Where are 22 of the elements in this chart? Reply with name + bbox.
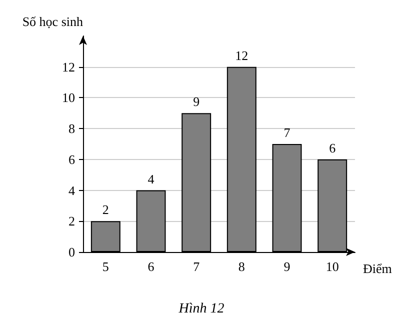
x-tick-label: 5 — [102, 259, 109, 274]
x-tick-label: 10 — [326, 259, 339, 274]
x-axis-title: Điểm — [363, 261, 392, 276]
x-tick-label: 7 — [193, 259, 200, 274]
y-axis-title: Số học sinh — [22, 14, 84, 29]
data-label: 7 — [284, 125, 291, 140]
data-label: 4 — [148, 171, 155, 186]
y-tick-label: 0 — [68, 244, 75, 260]
x-tick-label: 8 — [238, 259, 245, 274]
y-tick-label: 4 — [68, 182, 76, 198]
data-label: 6 — [329, 140, 336, 156]
y-tick-label: 2 — [68, 214, 75, 229]
y-tick-label: 12 — [62, 59, 75, 74]
y-tick-label: 6 — [68, 152, 76, 167]
data-label: 2 — [102, 202, 109, 218]
data-label: 9 — [193, 94, 200, 110]
text: Hình 12 — [178, 302, 224, 316]
data-label: 12 — [235, 48, 248, 63]
x-tick-label: 9 — [284, 259, 290, 274]
x-tick-label: 6 — [148, 259, 155, 274]
y-tick-label: 10 — [62, 90, 75, 106]
y-tick-label: 8 — [68, 121, 75, 136]
